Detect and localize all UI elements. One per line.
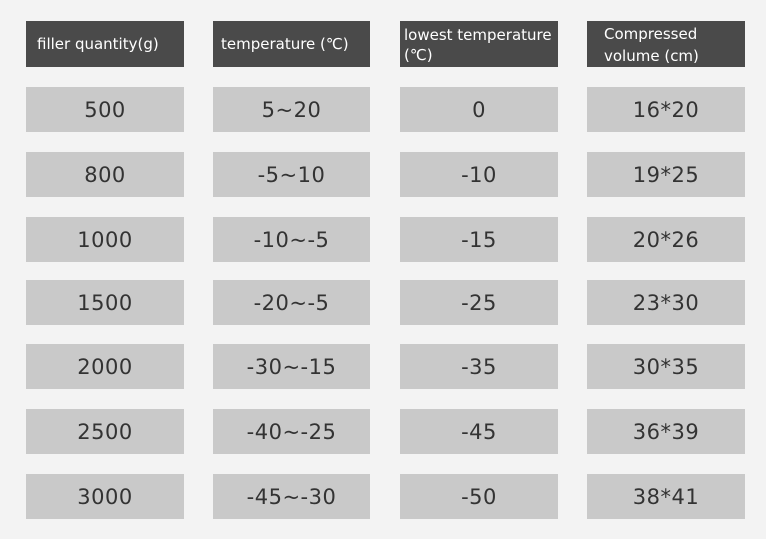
cell-temperature: -40~-25	[213, 409, 370, 454]
cell-temperature: -30~-15	[213, 344, 370, 389]
cell-lowest-temperature: -15	[400, 217, 558, 262]
cell-compressed-volume: 30*35	[587, 344, 745, 389]
cell-temperature: -20~-5	[213, 280, 370, 325]
cell-filler-quantity: 2500	[26, 409, 184, 454]
cell-temperature: -45~-30	[213, 474, 370, 519]
header-compressed-volume: Compressed volume (cm)	[587, 21, 745, 67]
cell-lowest-temperature: -45	[400, 409, 558, 454]
cell-filler-quantity: 800	[26, 152, 184, 197]
cell-filler-quantity: 1000	[26, 217, 184, 262]
cell-compressed-volume: 20*26	[587, 217, 745, 262]
cell-compressed-volume: 19*25	[587, 152, 745, 197]
cell-compressed-volume: 36*39	[587, 409, 745, 454]
cell-filler-quantity: 3000	[26, 474, 184, 519]
cell-filler-quantity: 500	[26, 87, 184, 132]
cell-lowest-temperature: -35	[400, 344, 558, 389]
cell-temperature: -10~-5	[213, 217, 370, 262]
cell-compressed-volume: 38*41	[587, 474, 745, 519]
cell-lowest-temperature: -10	[400, 152, 558, 197]
cell-temperature: -5~10	[213, 152, 370, 197]
cell-lowest-temperature: 0	[400, 87, 558, 132]
cell-temperature: 5~20	[213, 87, 370, 132]
header-temperature: temperature (℃)	[213, 21, 370, 67]
header-lowest-temperature: lowest temperature (℃)	[400, 21, 558, 67]
cell-lowest-temperature: -50	[400, 474, 558, 519]
cell-lowest-temperature: -25	[400, 280, 558, 325]
cell-filler-quantity: 1500	[26, 280, 184, 325]
header-filler-quantity: filler quantity(g)	[26, 21, 184, 67]
cell-compressed-volume: 16*20	[587, 87, 745, 132]
cell-filler-quantity: 2000	[26, 344, 184, 389]
cell-compressed-volume: 23*30	[587, 280, 745, 325]
